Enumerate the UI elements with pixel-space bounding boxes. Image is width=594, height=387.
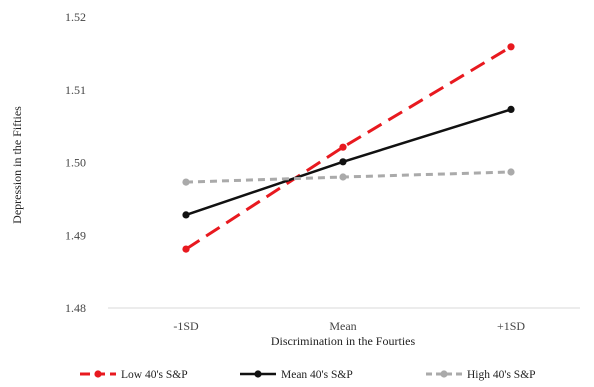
x-axis-ticks: -1SD Mean +1SD [173,319,525,333]
x-tick-label: Mean [329,319,356,333]
legend-swatch-marker [94,370,102,378]
data-point [339,173,347,181]
series-1 [182,43,515,253]
legend-item: High 40's S&P [426,369,536,381]
data-point [339,158,347,166]
y-tick-label: 1.52 [65,10,86,24]
y-tick-label: 1.49 [65,228,86,242]
series-layer [182,43,515,253]
legend-item: Low 40's S&P [80,369,188,381]
legend: Low 40's S&P Mean 40's S&P High 40's S&P [80,369,536,381]
x-tick-label: +1SD [497,319,525,333]
y-axis-title: Depression in the Fifties [10,106,24,224]
data-point [507,168,515,176]
y-tick-label: 1.51 [65,83,86,97]
x-axis-title: Discrimination in the Fourties [271,334,416,348]
data-point [182,178,190,186]
data-point [507,43,515,51]
legend-label: High 40's S&P [467,369,536,381]
data-point [182,245,190,253]
data-point [507,105,515,113]
legend-swatch-marker [254,370,262,378]
x-tick-label: -1SD [173,319,199,333]
y-tick-label: 1.48 [65,301,86,315]
series-line [185,45,512,251]
y-axis-ticks: 1.48 1.49 1.50 1.51 1.52 [65,10,86,315]
legend-item: Mean 40's S&P [240,369,353,381]
y-tick-label: 1.50 [65,156,86,170]
series-line [185,170,512,184]
series-2 [182,105,515,219]
data-point [182,211,190,219]
data-point [339,143,347,151]
legend-label: Mean 40's S&P [281,369,353,381]
series-3 [182,168,515,186]
series-line [185,108,512,217]
legend-label: Low 40's S&P [121,369,188,381]
legend-swatch-marker [440,370,448,378]
